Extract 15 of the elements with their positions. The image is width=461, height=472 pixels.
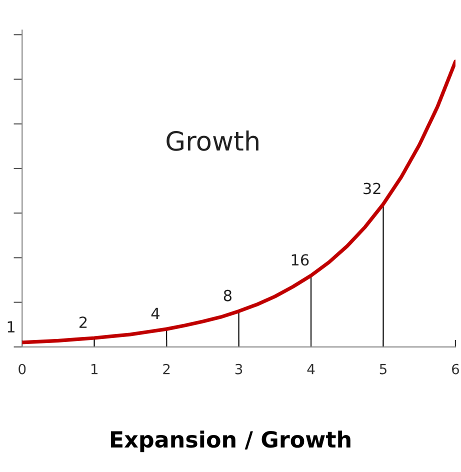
x-tick-label: 2	[163, 364, 170, 374]
data-label: 8	[224, 290, 232, 302]
x-tick-label: 3	[235, 364, 242, 374]
x-tick-label: 5	[380, 364, 386, 374]
text: Expansion / Growth	[110, 430, 350, 452]
x-tick-label: 4	[307, 364, 315, 374]
x-tick-label: 6	[452, 364, 460, 374]
data-label: 1	[8, 321, 14, 332]
data-label: 4	[151, 308, 160, 319]
data-label: 32	[364, 182, 380, 194]
x-tick-label: 0	[18, 364, 26, 374]
data-label: 16	[292, 254, 309, 266]
annotation: Growth	[166, 130, 258, 151]
x-tick-label: 1	[91, 364, 98, 374]
data-label: 2	[80, 316, 87, 328]
